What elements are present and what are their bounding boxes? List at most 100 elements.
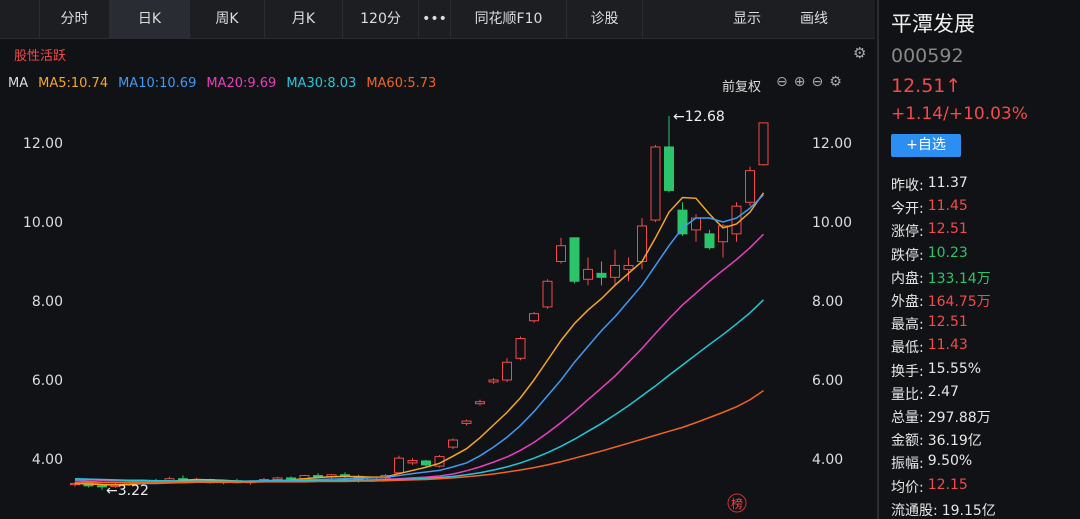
tab[interactable]: 分时 — [40, 0, 110, 38]
ma-line — [74, 194, 765, 485]
candle-body — [758, 122, 769, 166]
candle-body — [272, 477, 283, 481]
ma-legend: MA MA5:10.74 MA10:10.69 MA20:9.69 MA30:8.03 M… — [8, 76, 436, 91]
quote-value: 15.55% — [927, 360, 982, 377]
candle-body — [731, 205, 742, 235]
candle-body — [515, 338, 526, 359]
quote-key: 量比: — [891, 386, 924, 403]
tab[interactable]: 周K — [190, 0, 265, 38]
draw-button[interactable]: 画线 — [800, 11, 828, 27]
candle-body — [407, 460, 418, 464]
extreme-label: ←12.68 — [673, 109, 725, 125]
legend-entry: MA10:10.69 — [118, 76, 197, 91]
quote-key: 换手: — [891, 363, 924, 380]
ma-line — [74, 192, 765, 486]
chart: 4.00 4.00 6.00 6.00 8.00 8.00 10.00 10.00 12.00 1… — [23, 109, 852, 513]
candle-body — [745, 170, 755, 203]
quote-row: 最低: 11.43 — [891, 337, 968, 357]
tab[interactable]: 日K — [110, 0, 190, 38]
ma-line — [74, 233, 765, 483]
candle-body — [394, 457, 404, 474]
quote-row: 跌停: 10.23 — [891, 245, 968, 265]
candle-body — [475, 401, 485, 405]
quote-key: 振幅: — [891, 456, 924, 473]
candle-body — [502, 361, 512, 381]
quote-key: 涨停: — [891, 224, 924, 241]
quote-row: 金额: 36.19亿 — [891, 430, 982, 450]
badge-circle — [727, 493, 747, 513]
y-tick-label-right: 12.00 — [812, 136, 852, 152]
quote-value: 11.43 — [927, 337, 968, 354]
candle-body — [529, 313, 539, 322]
candle-body — [596, 272, 607, 278]
candle-body — [650, 146, 661, 221]
ma-line — [75, 390, 764, 484]
badge: 榜 — [731, 496, 743, 511]
quote-row: 量比: 2.47 — [891, 384, 959, 404]
y-tick-label: 8.00 — [32, 294, 63, 310]
candle-body — [623, 264, 634, 270]
adjust-button[interactable]: 前复权 — [722, 80, 762, 95]
more-button[interactable]: ••• — [419, 0, 451, 38]
tab[interactable]: 120分 — [343, 0, 419, 38]
quote-row: 外盘: 164.75万 — [891, 291, 991, 311]
layout-icon — [0, 0, 40, 38]
quote-key: 跌停: — [891, 247, 924, 264]
y-tick-label-right: 4.00 — [812, 452, 843, 468]
y-tick-label: 4.00 — [32, 452, 63, 468]
candle-body — [97, 485, 107, 488]
tab[interactable]: 同花顺F10 — [451, 0, 567, 38]
legend-entry: MA60:5.73 — [366, 76, 437, 91]
tab[interactable]: 月K — [265, 0, 343, 38]
tag: 股性活跃 — [14, 49, 67, 64]
quote-row: 换手: 15.55% — [891, 361, 981, 381]
candle-body — [718, 225, 728, 243]
candle-body — [542, 280, 553, 308]
quote-key: 均价: — [891, 479, 924, 496]
quote-row: 振幅: 9.50% — [891, 453, 972, 473]
quote-value: 12.51 — [927, 221, 968, 238]
quote-value: 133.14万 — [927, 270, 991, 287]
display-button[interactable]: 显示 — [733, 11, 761, 27]
ma-label: MA — [8, 76, 29, 91]
quote-value: 11.37 — [927, 175, 968, 191]
legend-entry: MA20:9.69 — [206, 76, 277, 91]
watch-button[interactable]: +自选 — [891, 134, 961, 157]
chart-icons[interactable]: ⊖⊕⊖⚙ — [776, 74, 848, 90]
y-tick-label: 6.00 — [32, 373, 63, 389]
tab[interactable]: 诊股 — [567, 0, 643, 38]
quote-key: 最低: — [891, 340, 924, 357]
quote-value: 9.50% — [927, 453, 973, 470]
quote-row: 涨停: 12.51 — [891, 221, 968, 241]
toolbar: 分时 日K 周K 月K 120分 ••• 同花顺F10 诊股 显示 画线 — [0, 0, 875, 39]
candle-body — [421, 460, 431, 466]
quote-value: 297.88万 — [927, 410, 991, 426]
quote-value: 12.51 — [927, 314, 968, 331]
quote-value: 2.47 — [927, 383, 959, 400]
quote-row: 今开: 11.45 — [891, 198, 968, 218]
quote-key: 外盘: — [891, 294, 924, 310]
quote-value: 10.23 — [927, 244, 968, 261]
quote-key: 金额: — [891, 433, 924, 450]
quote-key: 总量: — [891, 410, 924, 426]
change: +1.14/+10.03% — [891, 104, 1028, 124]
candle-body — [448, 439, 458, 448]
stock-name: 平潭发展 — [891, 12, 975, 36]
quote-row: 昨收: 11.37 — [891, 175, 968, 195]
candle-body — [677, 209, 688, 235]
candle-body — [664, 146, 674, 191]
y-tick-label-right: 6.00 — [812, 373, 843, 389]
quote-row: 内盘: 133.14万 — [891, 268, 991, 288]
legend-entry: MA5:10.74 — [38, 76, 109, 91]
candle-body — [286, 477, 296, 480]
settings-icon[interactable]: ⚙ — [853, 44, 867, 62]
y-tick-label-right: 8.00 — [812, 294, 843, 310]
y-tick-label: 12.00 — [23, 136, 63, 152]
quote-key: 内盘: — [891, 270, 924, 287]
candle-body — [704, 233, 715, 249]
quote-row: 流通股: 19.15亿 — [891, 500, 996, 519]
quote-row: 均价: 12.15 — [891, 477, 968, 497]
candle-body — [461, 420, 472, 424]
quote-row: 最高: 12.51 — [891, 314, 968, 334]
